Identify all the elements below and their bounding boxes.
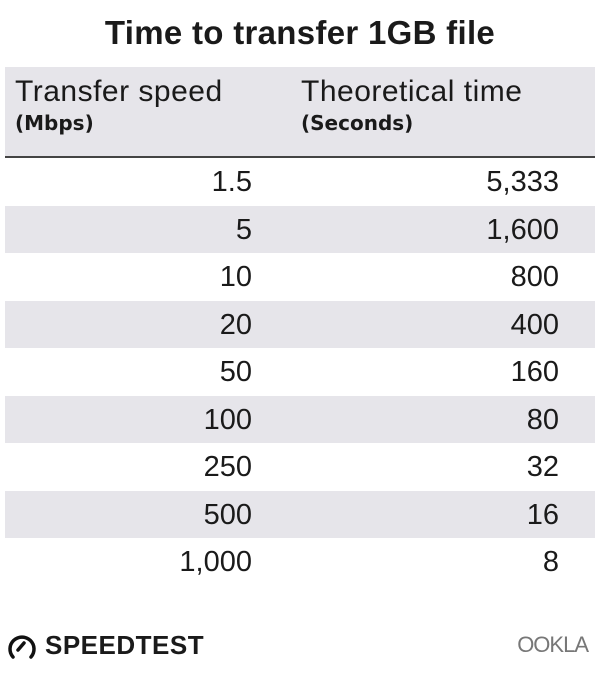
- header-unit: (Seconds): [301, 111, 414, 135]
- speed-cell: 20: [219, 308, 252, 341]
- footer: SPEEDTEST OOKLA: [7, 628, 593, 664]
- time-cell: 8: [542, 546, 559, 578]
- speed-cell: 50: [219, 356, 252, 388]
- speed-cell: 1.5: [211, 166, 252, 198]
- speed-cell: 5: [235, 213, 252, 246]
- ookla-logo: OOKLA: [517, 632, 589, 657]
- table-row: 10 800: [5, 253, 595, 301]
- speed-cell: 1,000: [179, 546, 252, 578]
- speed-cell: 500: [203, 498, 252, 531]
- speed-cell: 10: [219, 261, 252, 293]
- time-cell: 80: [526, 403, 559, 436]
- speed-cell: 100: [203, 403, 252, 436]
- table-row: 1.5 5,333: [5, 158, 595, 206]
- time-cell: 160: [510, 356, 559, 388]
- time-cell: 32: [526, 451, 559, 483]
- header-unit: (Mbps): [15, 111, 94, 135]
- speedtest-wordmark: SPEEDTEST: [45, 630, 205, 660]
- time-cell: 400: [510, 308, 559, 341]
- gauge-icon: [8, 634, 36, 659]
- speedtest-logo: SPEEDTEST: [7, 630, 204, 661]
- table-row: 500 16: [5, 490, 595, 538]
- time-cell: 16: [526, 498, 559, 531]
- table-row: 5 1,600: [5, 205, 595, 253]
- time-cell: 5,333: [486, 166, 559, 198]
- header-label: Transfer speed: [15, 75, 223, 108]
- chart-title: Time to transfer 1GB file: [104, 14, 496, 51]
- table-row: 250 32: [5, 443, 595, 491]
- data-table: Transfer speed (Mbps) Theoretical time (…: [5, 67, 595, 586]
- table-row: 20 400: [5, 300, 595, 348]
- header-theoretical-time: Theoretical time (Seconds): [301, 75, 522, 135]
- table-row: 50 160: [5, 348, 595, 396]
- time-cell: 1,600: [486, 213, 559, 246]
- table-row: 1,000 8: [5, 538, 595, 586]
- header-transfer-speed: Transfer speed (Mbps): [15, 75, 223, 135]
- table-header: Transfer speed (Mbps) Theoretical time (…: [5, 67, 595, 158]
- header-label: Theoretical time: [301, 75, 523, 108]
- table-row: 100 80: [5, 395, 595, 443]
- time-cell: 800: [510, 261, 559, 293]
- speed-cell: 250: [203, 451, 252, 483]
